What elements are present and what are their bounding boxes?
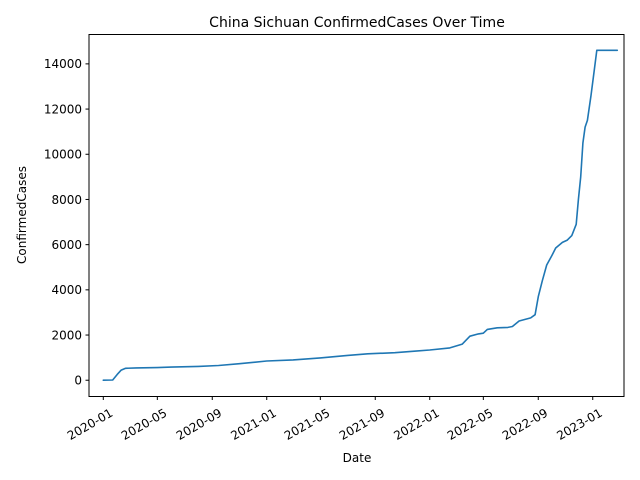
y-tick-label: 6000 (51, 238, 82, 252)
y-tick-label: 8000 (51, 193, 82, 207)
y-axis-label: ConfirmedCases (15, 166, 29, 264)
x-axis-label: Date (343, 451, 372, 465)
y-tick-label: 0 (74, 374, 82, 388)
chart-title: China Sichuan ConfirmedCases Over Time (209, 15, 505, 31)
plot-area (88, 34, 625, 397)
plot-frame (88, 34, 625, 397)
y-axis: 0 2000 4000 6000 8000 10000 12000 14000 (44, 57, 89, 388)
y-tick-label: 2000 (51, 328, 82, 342)
y-tick-label: 10000 (44, 148, 82, 162)
y-tick-label: 12000 (44, 102, 82, 116)
series-line (102, 49, 619, 381)
y-tick-label: 4000 (51, 283, 82, 297)
y-tick-label: 14000 (44, 57, 82, 71)
